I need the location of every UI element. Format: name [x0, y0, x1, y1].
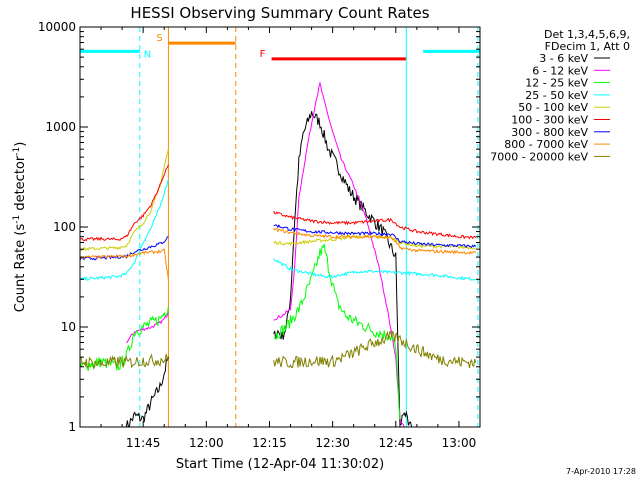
series-line-8-1 [273, 330, 477, 369]
y-axis-label: Count Rate (s-1 detector-1) [12, 142, 28, 313]
series-line-4-0 [79, 149, 169, 252]
axes: 11:45 12:00 12:15 12:30 12:45 13:00 1 10 100 1000… [38, 20, 481, 450]
flag-label-n: N [144, 49, 151, 60]
y-axis-label-sup1: -1 [12, 215, 22, 224]
legend-entry-label: 100 - 300 keV [511, 114, 588, 127]
x-tick-label: 12:00 [189, 436, 224, 450]
series-line-0-2 [399, 410, 413, 428]
y-tick-label: 10000 [38, 20, 76, 34]
legend-entry-label: 800 - 7000 keV [504, 138, 588, 151]
series-line-0-1 [273, 111, 401, 428]
x-axis-label: Start Time (12-Apr-04 11:30:02) [176, 457, 384, 472]
series-line-7-0 [79, 248, 169, 280]
x-tick-label: 11:45 [126, 436, 161, 450]
y-tick-label: 100 [53, 220, 76, 234]
legend-entry-label: 25 - 50 keV [525, 89, 588, 102]
legend-entry-label: 3 - 6 keV [539, 52, 588, 65]
legend-entry-label: 7000 - 20000 keV [490, 150, 588, 163]
legend-entry-label: 300 - 800 keV [511, 126, 588, 139]
y-axis-label-part2: detector [13, 155, 28, 215]
legend-header-line2: FDecim 1, Att 0 [545, 40, 630, 53]
x-tick-label: 12:15 [252, 436, 287, 450]
series-line-1-1 [273, 81, 405, 428]
series-line-2-1 [273, 243, 401, 420]
flag-label-s: S [156, 33, 162, 44]
y-tick-label: 1 [68, 420, 76, 434]
flag-bars: NS F [80, 33, 480, 60]
series-line-5-1 [273, 210, 477, 240]
y-axis-label-part1: Count Rate (s [13, 224, 28, 313]
x-tick-label: 12:30 [315, 436, 350, 450]
y-axis-label-part3: ) [13, 142, 28, 147]
series-line-3-1 [273, 258, 476, 281]
series-line-0-0 [125, 356, 169, 428]
flag-label-f: F [260, 49, 266, 60]
chart-title: HESSI Observing Summary Count Rates [130, 4, 429, 22]
x-tick-label: 13:00 [442, 436, 477, 450]
legend-entry-label: 12 - 25 keV [525, 77, 588, 90]
series-line-2-0 [79, 306, 169, 371]
series-line-3-0 [79, 179, 169, 281]
date-stamp: 7-Apr-2010 17:28 [566, 467, 636, 476]
series-line-8-0 [79, 353, 169, 370]
series-line-6-1 [273, 224, 477, 249]
x-tick-label: 12:45 [378, 436, 413, 450]
series-lines [79, 81, 477, 428]
legend-entry-label: 6 - 12 keV [532, 64, 588, 77]
legend: Det 1,3,4,5,6,9, FDecim 1, Att 0 3 - 6 k… [490, 28, 630, 163]
series-line-5-0 [79, 164, 169, 242]
series-line-7-1 [273, 227, 477, 255]
y-tick-label: 10 [61, 320, 76, 334]
legend-entry-label: 50 - 100 keV [518, 101, 588, 114]
y-tick-label: 1000 [45, 120, 76, 134]
legend-header-line1: Det 1,3,4,5,6,9, [544, 28, 630, 41]
y-axis-label-sup2: -1 [12, 147, 22, 156]
